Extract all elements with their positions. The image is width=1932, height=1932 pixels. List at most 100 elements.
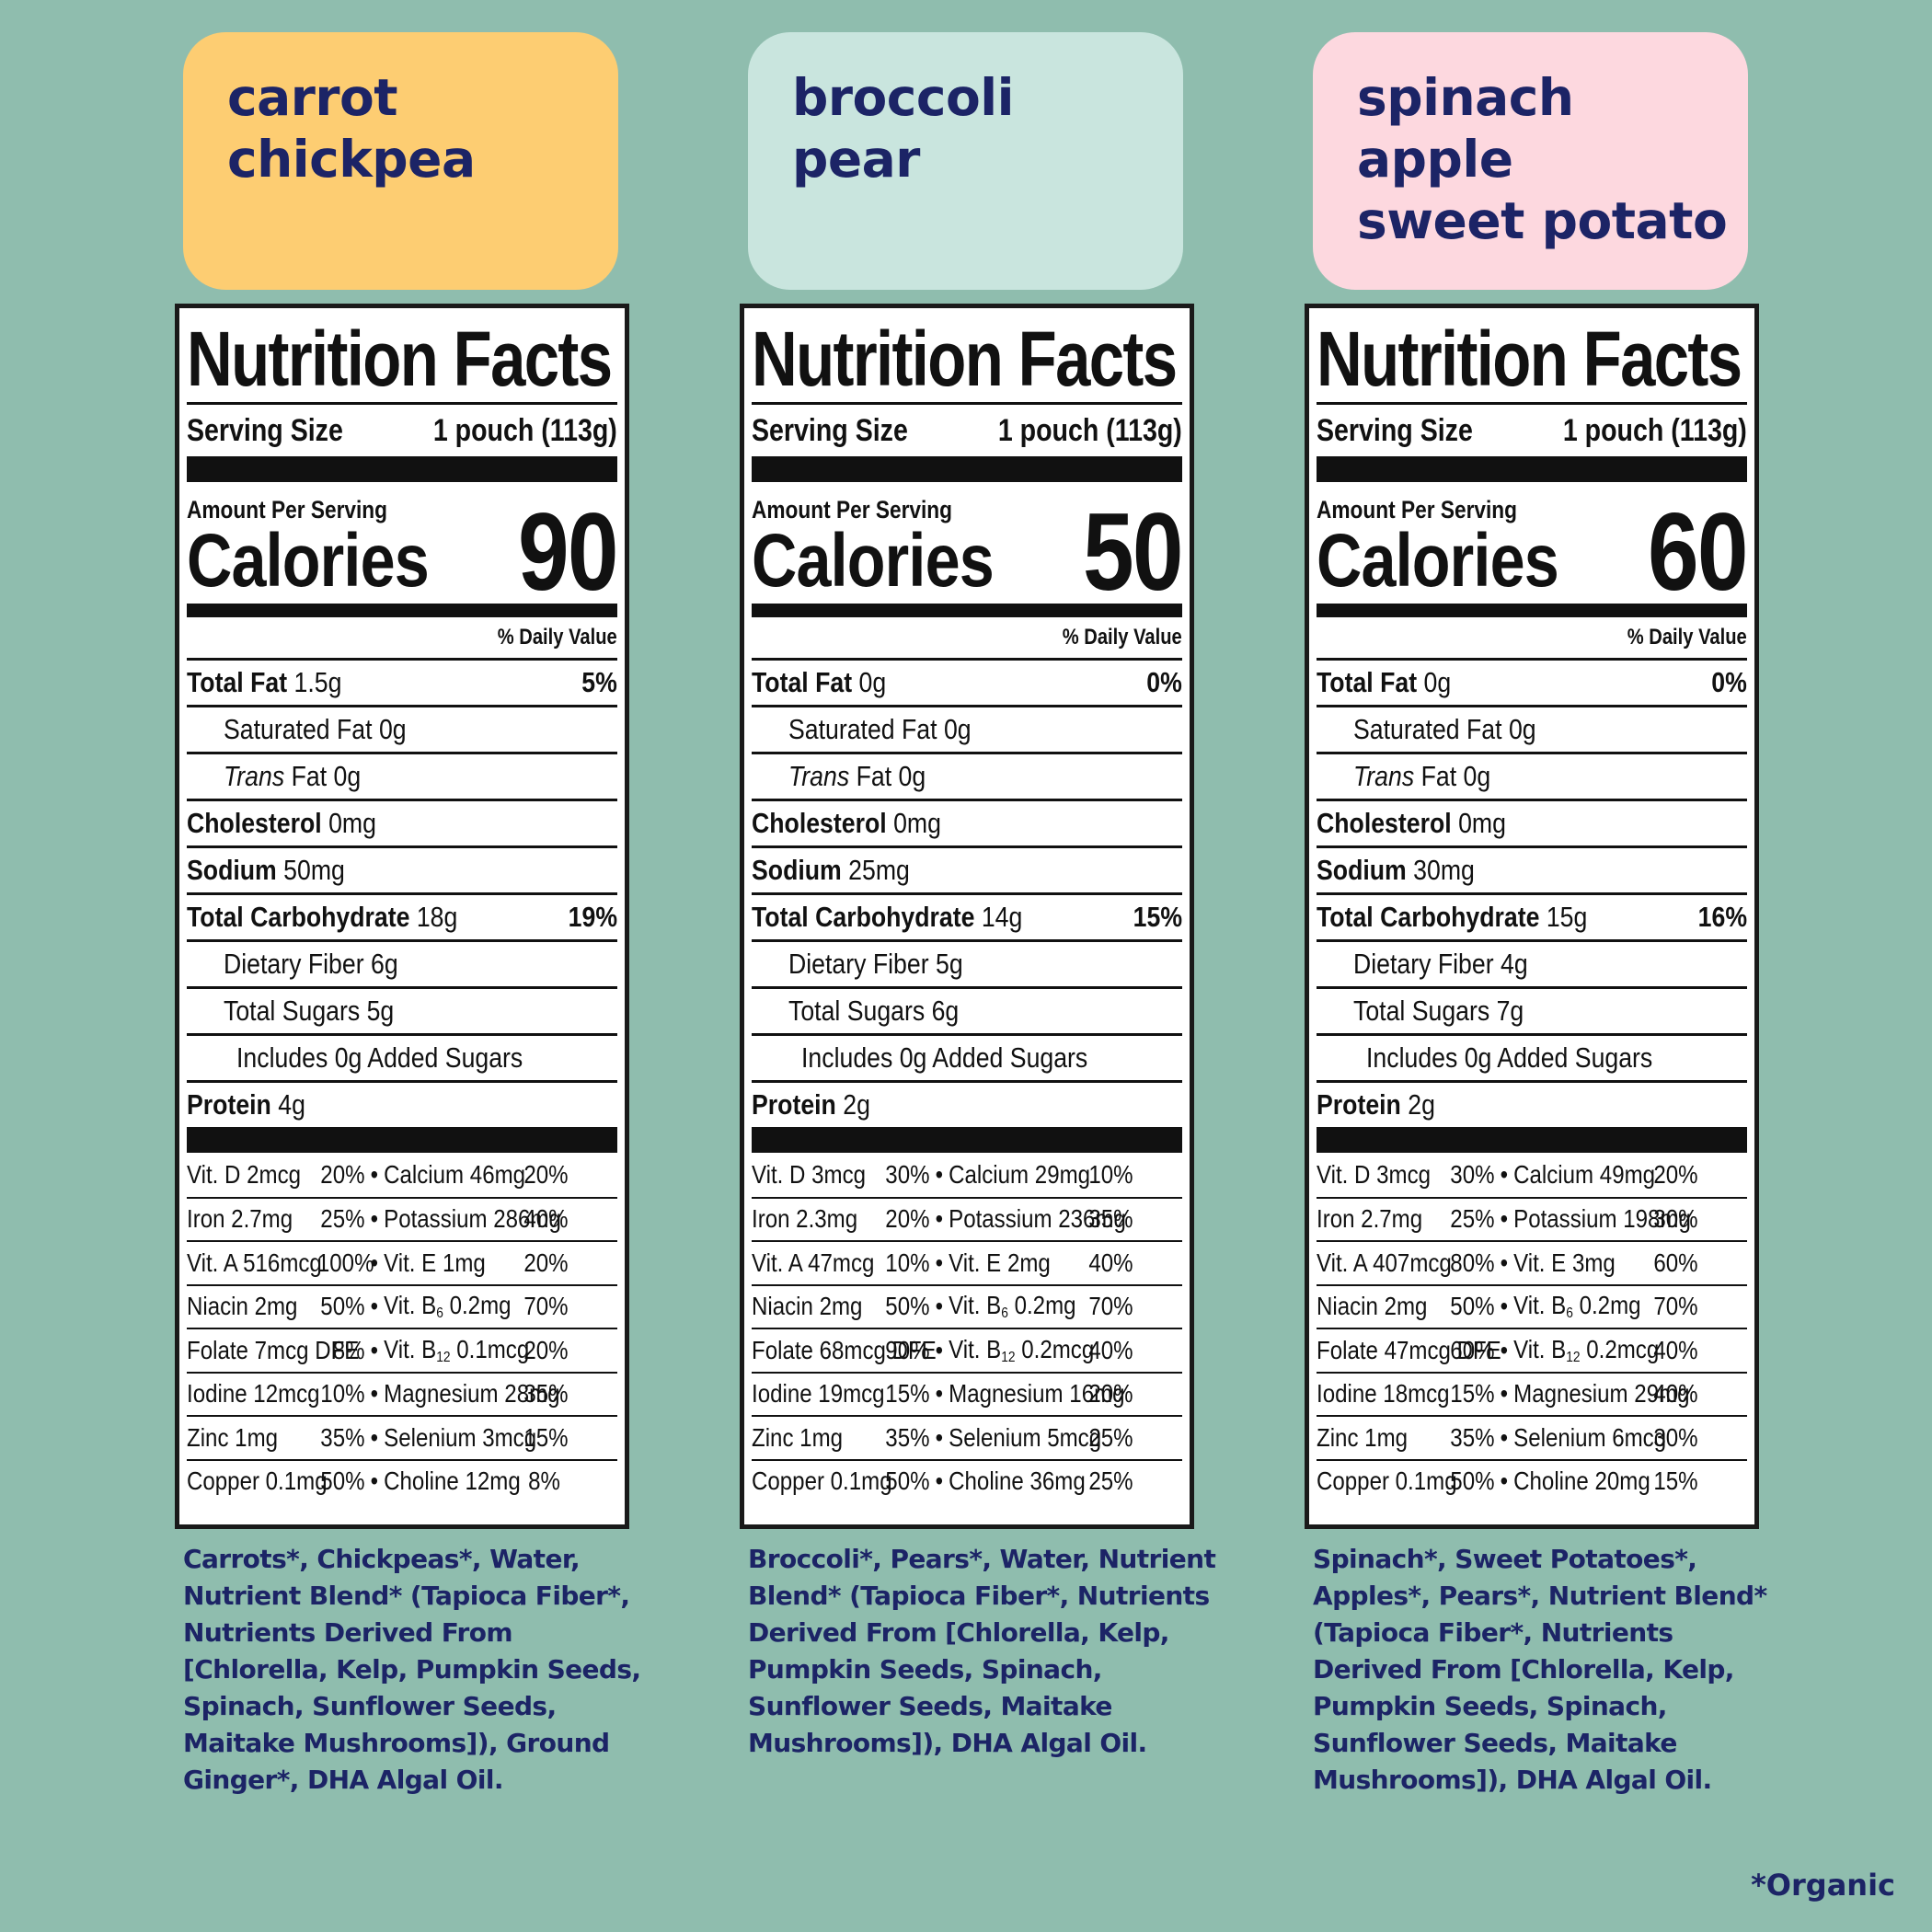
vitamin-left-percent: 30% bbox=[885, 1159, 930, 1189]
added-sugars-row: Includes 0g Added Sugars bbox=[752, 1033, 1182, 1080]
divider-thick bbox=[1317, 456, 1747, 482]
vitamin-right-percent: 60% bbox=[1653, 1248, 1698, 1277]
vitamin-left-name: Iron 2.7mg bbox=[187, 1204, 293, 1234]
total-sugars-text: Total Sugars 6g bbox=[788, 995, 960, 1027]
cholesterol-label: Cholesterol bbox=[752, 807, 887, 839]
bullet-separator: • bbox=[1500, 1159, 1509, 1189]
vitamin-right-percent: 20% bbox=[1088, 1379, 1133, 1409]
ingredients-list: Spinach*, Sweet Potatoes*, Apples*, Pears… bbox=[1313, 1541, 1773, 1799]
vitamin-b-prefix: Vit. B bbox=[1513, 1291, 1567, 1320]
vitamin-left-percent: 8% bbox=[332, 1335, 365, 1364]
bullet-separator: • bbox=[935, 1466, 944, 1496]
bullet-separator: • bbox=[1500, 1379, 1509, 1409]
total-carbohydrate-label: Total Carbohydrate bbox=[752, 901, 975, 933]
vitamin-left-percent: 20% bbox=[885, 1204, 930, 1234]
vitamin-right-percent: 30% bbox=[1653, 1204, 1698, 1234]
vitamin-right-name: Vit. B12 0.1mcg bbox=[384, 1335, 529, 1366]
vitamin-b-amount: 0.2mg bbox=[1007, 1291, 1076, 1320]
total-sugars-row: Total Sugars 7g bbox=[1317, 986, 1747, 1033]
vitamin-left-name: Folate 7mcg DFE bbox=[187, 1335, 360, 1364]
vitamin-right-name: Vit. B12 0.2mcg bbox=[949, 1335, 1094, 1366]
bullet-separator: • bbox=[935, 1159, 944, 1189]
product-title-card: spinach apple sweet potato bbox=[1313, 32, 1748, 290]
vitamin-row: Niacin 2mg 50% • Vit. B6 0.2mg 70% bbox=[752, 1283, 1182, 1328]
bullet-separator: • bbox=[935, 1204, 944, 1234]
total-fat-row: Total Fat 0g 0% bbox=[1317, 658, 1747, 705]
vitamin-right-percent: 20% bbox=[523, 1248, 569, 1277]
vitamin-left-percent: 20% bbox=[320, 1159, 365, 1189]
protein-row: Protein 4g bbox=[187, 1080, 617, 1127]
ingredients-line: Maitake Mushrooms]), Ground bbox=[183, 1728, 610, 1758]
vitamin-right-percent: 15% bbox=[1653, 1466, 1698, 1496]
vitamin-right-name: Vit. E 3mg bbox=[1513, 1248, 1616, 1277]
vitamin-left-name: Niacin 2mg bbox=[752, 1292, 863, 1321]
vitamin-right-percent: 30% bbox=[1653, 1422, 1698, 1452]
dietary-fiber-row: Dietary Fiber 4g bbox=[1317, 939, 1747, 986]
protein-amount: 2g bbox=[843, 1088, 870, 1121]
vitamin-right-percent: 15% bbox=[523, 1422, 569, 1452]
vitamin-left-name: Niacin 2mg bbox=[187, 1292, 298, 1321]
total-fat-text: Total Fat 0g bbox=[752, 666, 886, 699]
vitamin-row: Iodine 19mcg 15% • Magnesium 16mg 20% bbox=[752, 1371, 1182, 1416]
trans-fat-rest: Fat 0g bbox=[849, 760, 926, 792]
total-sugars-text: Total Sugars 7g bbox=[1353, 995, 1524, 1027]
sodium-label: Sodium bbox=[1317, 854, 1407, 886]
product-title-line: chickpea bbox=[227, 130, 476, 189]
bullet-separator: • bbox=[370, 1422, 379, 1452]
product-title-line: sweet potato bbox=[1357, 191, 1728, 250]
vitamin-left-percent: 50% bbox=[885, 1292, 930, 1321]
vitamin-left-name: Iodine 19mcg bbox=[752, 1379, 885, 1409]
ingredients-list: Broccoli*, Pears*, Water, Nutrient Blend*… bbox=[748, 1541, 1216, 1762]
vitamin-row: Iodine 18mcg 15% • Magnesium 29mg 40% bbox=[1317, 1371, 1747, 1416]
calories-label: Calories bbox=[1317, 519, 1559, 603]
vitamin-left-percent: 25% bbox=[1450, 1204, 1495, 1234]
vitamin-right-percent: 70% bbox=[1088, 1292, 1133, 1321]
total-carbohydrate-row: Total Carbohydrate 14g 15% bbox=[752, 892, 1182, 939]
ingredients-list: Carrots*, Chickpeas*, Water, Nutrient Ble… bbox=[183, 1541, 643, 1799]
vitamin-right-percent: 25% bbox=[1088, 1466, 1133, 1496]
cholesterol-amount: 0mg bbox=[893, 807, 941, 839]
vitamin-b-subscript: 6 bbox=[1566, 1305, 1573, 1322]
vitamin-left-name: Vit. D 2mcg bbox=[187, 1159, 302, 1189]
ingredients-line: Spinach*, Sweet Potatoes*, bbox=[1313, 1544, 1697, 1574]
vitamin-left-percent: 15% bbox=[885, 1379, 930, 1409]
ingredients-line: Nutrient Blend* (Tapioca Fiber*, bbox=[183, 1581, 630, 1611]
vitamin-left-percent: 30% bbox=[1450, 1159, 1495, 1189]
nutrition-facts-heading: Nutrition Facts bbox=[752, 316, 1178, 402]
ingredients-line: Sunflower Seeds, Maitake bbox=[1313, 1728, 1677, 1758]
vitamin-left-name: Zinc 1mg bbox=[752, 1422, 844, 1452]
total-carbohydrate-label: Total Carbohydrate bbox=[1317, 901, 1540, 933]
vitamin-row: Vit. A 47mcg 10% • Vit. E 2mg 40% bbox=[752, 1240, 1182, 1284]
vitamin-row: Iodine 12mcg 10% • Magnesium 28mg 35% bbox=[187, 1371, 617, 1416]
trans-fat-row: Trans Fat 0g bbox=[187, 752, 617, 799]
dietary-fiber-text: Dietary Fiber 4g bbox=[1353, 948, 1528, 980]
serving-size-value: 1 pouch (113g) bbox=[997, 412, 1182, 448]
sodium-text: Sodium 30mg bbox=[1317, 854, 1475, 887]
ingredients-line: Ginger*, DHA Algal Oil. bbox=[183, 1765, 503, 1795]
total-carbohydrate-row: Total Carbohydrate 15g 16% bbox=[1317, 892, 1747, 939]
vitamin-left-name: Vit. D 3mcg bbox=[752, 1159, 867, 1189]
total-carbohydrate-text: Total Carbohydrate 15g bbox=[1317, 901, 1587, 934]
product-title-line: carrot bbox=[227, 68, 398, 127]
dietary-fiber-text: Dietary Fiber 5g bbox=[788, 948, 963, 980]
bullet-separator: • bbox=[370, 1248, 379, 1277]
amount-per-serving-label: Amount Per Serving bbox=[752, 496, 953, 523]
divider-medium bbox=[752, 604, 1182, 617]
vitamin-left-name: Vit. A 516mcg bbox=[187, 1248, 322, 1277]
ingredients-line: Spinach, Sunflower Seeds, bbox=[183, 1691, 557, 1721]
vitamin-right-percent: 25% bbox=[1088, 1422, 1133, 1452]
total-sugars-row: Total Sugars 5g bbox=[187, 986, 617, 1033]
vitamin-left-name: Copper 0.1mg bbox=[752, 1466, 892, 1496]
vitamin-left-percent: 50% bbox=[1450, 1292, 1495, 1321]
total-fat-daily-value: 0% bbox=[1711, 666, 1747, 698]
vitamin-left-percent: 15% bbox=[1450, 1379, 1495, 1409]
vitamin-row: Zinc 1mg 35% • Selenium 3mcg 15% bbox=[187, 1415, 617, 1459]
product-title-line: apple bbox=[1357, 130, 1513, 189]
added-sugars-text: Includes 0g Added Sugars bbox=[236, 1041, 523, 1074]
product-title-card: carrot chickpea bbox=[183, 32, 618, 290]
vitamin-row: Copper 0.1mg 50% • Choline 36mg 25% bbox=[752, 1458, 1182, 1503]
vitamin-b-amount: 0.2mg bbox=[443, 1291, 512, 1320]
total-carbohydrate-row: Total Carbohydrate 18g 19% bbox=[187, 892, 617, 939]
sodium-row: Sodium 25mg bbox=[752, 845, 1182, 892]
total-carbohydrate-label: Total Carbohydrate bbox=[187, 901, 410, 933]
